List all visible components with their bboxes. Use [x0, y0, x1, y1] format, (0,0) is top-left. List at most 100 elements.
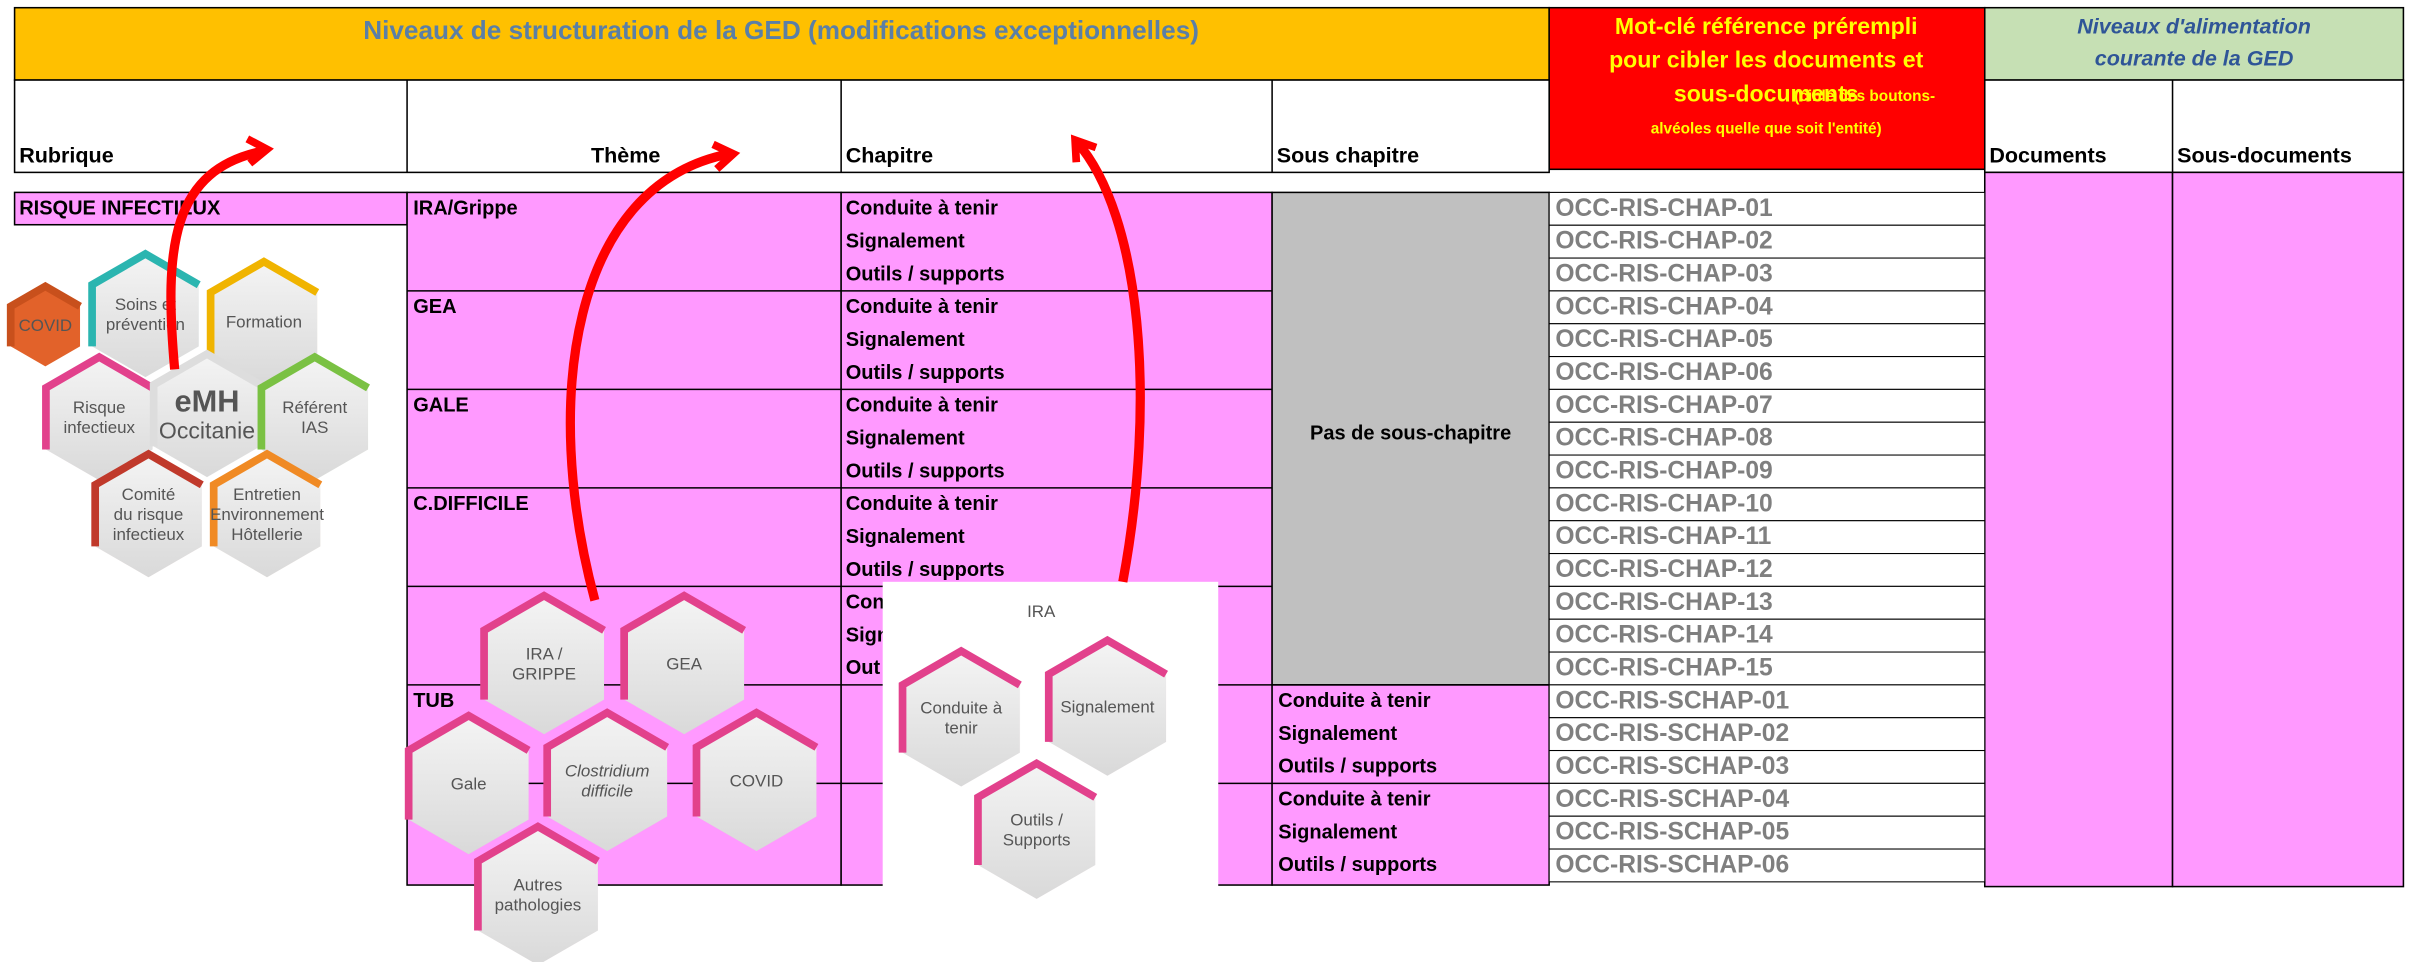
subdoc-col: [2171, 171, 2405, 888]
logo: Occitanie: [159, 418, 255, 444]
hex-label: COVID: [730, 771, 784, 790]
code-cell: [1548, 454, 1986, 489]
keyword-title: sous-documents: [1674, 81, 1859, 107]
code-cell: [1548, 323, 1986, 358]
hex-label: COVID: [19, 316, 73, 335]
code-cell: [1548, 191, 1986, 226]
hex-accent: [257, 352, 370, 450]
hex-label: Supports: [1003, 831, 1071, 850]
logo: eMH: [174, 383, 239, 418]
code: OCC-RIS-SCHAP-02: [1555, 720, 1789, 747]
hex-label: difficile: [581, 781, 633, 800]
chapter: Outils / supports: [846, 460, 1005, 482]
code: OCC-RIS-CHAP-01: [1555, 195, 1772, 222]
code-cell: [1548, 717, 1986, 752]
subchapter: Outils / supports: [1278, 756, 1437, 778]
arrow: [1073, 138, 1145, 583]
title-band: [13, 6, 1550, 81]
hex-label: du risque: [114, 505, 184, 524]
header-row: [13, 79, 1550, 174]
chapter: Signalement: [846, 427, 965, 449]
hex-label: Formation: [226, 313, 302, 332]
hex-accent: [42, 352, 155, 450]
subchapter-col: [1271, 684, 1550, 886]
keyword-title: pour cibler les documents et: [1609, 47, 1924, 73]
no-subchapter: Pas de sous-chapitre: [1310, 422, 1511, 444]
subchapter: Conduite à tenir: [1278, 789, 1430, 811]
code: OCC-RIS-SCHAP-06: [1555, 851, 1789, 878]
arrow: [166, 146, 265, 370]
feed-band: [1983, 6, 2405, 81]
chapter: Outils / supports: [846, 362, 1005, 384]
code: OCC-RIS-CHAP-12: [1555, 556, 1772, 583]
code: OCC-RIS-CHAP-15: [1555, 654, 1772, 681]
chapter: Sign: [846, 624, 889, 646]
hex-label: Comité: [122, 485, 176, 504]
arrow-head: [711, 140, 741, 172]
hex-label: Signalement: [1060, 698, 1154, 717]
hex-accent: [692, 708, 819, 817]
subchapter: Signalement: [1278, 821, 1397, 843]
hex-accent: [974, 758, 1098, 866]
code: OCC-RIS-CHAP-13: [1555, 589, 1772, 616]
code: OCC-RIS-CHAP-04: [1555, 293, 1773, 320]
chapter: Conduite à tenir: [846, 198, 998, 220]
code-cell: [1548, 585, 1986, 620]
hex-label: Hôtellerie: [231, 525, 302, 544]
column-header: Chapitre: [846, 144, 933, 168]
chapter: Signalement: [846, 329, 965, 351]
hex-accent: [1044, 635, 1168, 742]
hex-label: Référent: [282, 398, 347, 417]
theme: TUB: [413, 690, 454, 712]
hex-accent: [620, 591, 747, 700]
code-cell: [1548, 848, 1986, 883]
hex-label: Outils /: [1010, 811, 1063, 830]
ira-title: IRA: [1027, 602, 1056, 621]
code-cell: [1548, 553, 1986, 587]
code: OCC-RIS-SCHAP-05: [1555, 819, 1789, 846]
hex-accent: [206, 257, 320, 355]
code: OCC-RIS-CHAP-07: [1555, 392, 1772, 419]
code: OCC-RIS-CHAP-06: [1555, 359, 1772, 386]
code: OCC-RIS-CHAP-08: [1555, 425, 1772, 452]
arrow-head: [1070, 134, 1098, 163]
code-cell: [1548, 388, 1986, 423]
keyword-title: Mot-clé référence prérempli: [1615, 13, 1918, 39]
theme: GEA: [413, 296, 456, 318]
feed-title: Niveaux d'alimentation: [2077, 14, 2311, 38]
hex-label: Entretien: [233, 485, 301, 504]
chapter: Outils / supports: [846, 263, 1005, 285]
hex-label: pathologies: [495, 895, 582, 914]
code-cell: [1548, 618, 1986, 653]
rubrique: RISQUE INFECTIEUX: [19, 198, 221, 220]
code: OCC-RIS-CHAP-09: [1555, 457, 1772, 484]
hex-label: Environnement: [210, 505, 324, 524]
keyword-band: [1548, 6, 1986, 171]
code: OCC-RIS-SCHAP-01: [1555, 687, 1789, 714]
chapter: Signalement: [846, 230, 965, 252]
keyword-note: alvéoles quelle que soit l'entité): [1651, 120, 1882, 137]
hex-label: Soins et: [115, 295, 176, 314]
hex-label: Conduite à: [920, 698, 1002, 717]
code: OCC-RIS-CHAP-10: [1555, 490, 1772, 517]
theme: C.DIFFICILE: [413, 493, 529, 515]
column-header: Sous chapitre: [1277, 144, 1419, 168]
hex-accent: [474, 822, 600, 931]
arrow-head: [245, 135, 274, 167]
hex-accent: [209, 449, 323, 547]
rubrique-cell: [13, 191, 408, 226]
column-header: Sous-documents: [2177, 144, 2352, 168]
chapter: Conduite à tenir: [846, 296, 998, 318]
code: OCC-RIS-CHAP-03: [1555, 260, 1772, 287]
subchapter: Signalement: [1278, 723, 1397, 745]
code: OCC-RIS-CHAP-02: [1555, 228, 1772, 255]
keyword-note: (cible des boutons-: [1794, 88, 1935, 105]
subchapter: Outils / supports: [1278, 854, 1437, 876]
chapter: Out: [846, 657, 881, 679]
code-cell: [1548, 651, 1986, 686]
hex-accent: [404, 711, 531, 820]
hex-label: Gale: [451, 774, 487, 793]
hex-label: infectieux: [63, 418, 135, 437]
hex-label: IRA /: [526, 644, 563, 663]
